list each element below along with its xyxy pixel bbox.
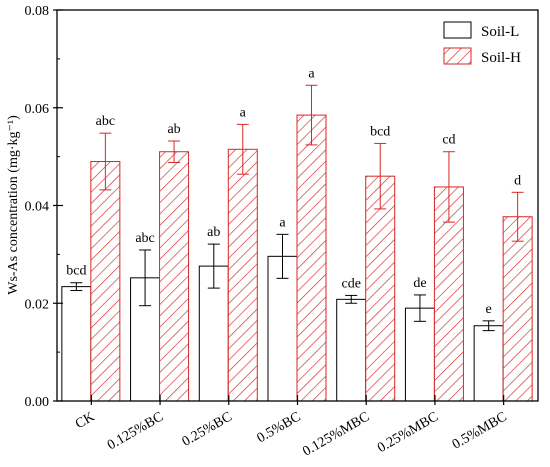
bar-soil-h-0-25-bc	[227, 148, 258, 402]
x-tick-label-0-5-bc: 0.5%BC	[255, 409, 304, 446]
significance-letter-soil-h-0-25-mbc: cd	[442, 133, 455, 148]
significance-letter-soil-l-0-5-bc: a	[279, 215, 286, 230]
y-axis-title: Ws-As concentration (mg·kg⁻¹)	[6, 115, 21, 295]
error-bar-soil-h-ck	[99, 132, 112, 191]
error-bar-soil-l-0-25-bc	[207, 243, 220, 289]
significance-letter-soil-l-0-125-mbc: cde	[341, 276, 360, 291]
error-bar-soil-l-0-125-mbc	[345, 294, 358, 304]
error-bar-soil-h-0-125-bc	[168, 140, 181, 163]
y-tick-label: 0.06	[25, 102, 50, 117]
bar-soil-h-ck	[90, 161, 121, 402]
significance-letter-soil-h-ck: abc	[96, 114, 115, 129]
error-bar-soil-l-0-125-bc	[139, 249, 152, 307]
y-tick-label: 0.04	[25, 200, 50, 215]
error-bar-soil-l-0-5-bc	[276, 233, 289, 279]
legend-swatch-soil-l	[443, 21, 472, 39]
bar-soil-h-0-5-bc	[296, 114, 327, 402]
y-tick-label: 0.02	[25, 297, 50, 312]
error-bar-soil-l-0-5-mbc	[482, 320, 495, 332]
significance-letter-soil-h-0-125-bc: ab	[167, 122, 180, 137]
error-bar-soil-l-ck	[70, 282, 83, 292]
error-bar-soil-h-0-5-mbc	[511, 191, 524, 242]
significance-letters-layer: bcd abc ab a cde de e abc ab a a bcd cd d	[66, 66, 521, 317]
x-tick-label-ck: CK	[73, 409, 97, 432]
x-tick-label-0-5-mbc: 0.5%MBC	[450, 409, 510, 452]
bar-soil-h-0-25-mbc	[433, 186, 464, 402]
x-tick-label-0-125-bc: 0.125%BC	[105, 409, 166, 453]
error-bar-soil-h-0-25-mbc	[442, 151, 455, 223]
significance-letter-soil-l-ck: bcd	[66, 264, 86, 279]
x-axis: CK 0.125%BC 0.25%BC 0.5%BC0.125%MBC 0.25%MBC…	[73, 395, 510, 460]
error-bar-soil-h-0-125-mbc	[374, 142, 387, 210]
bar-soil-l-0-25-mbc	[404, 307, 435, 402]
significance-letter-soil-h-0-125-mbc: bcd	[370, 124, 390, 139]
significance-letter-soil-h-0-5-mbc: d	[514, 173, 521, 188]
legend-swatch-soil-h	[443, 47, 472, 65]
bar-soil-h-0-125-mbc	[365, 175, 396, 402]
error-bar-soil-h-0-25-bc	[236, 123, 249, 175]
significance-letter-soil-l-0-5-mbc: e	[486, 302, 492, 317]
bars-layer	[61, 114, 533, 402]
significance-letter-soil-l-0-125-bc: abc	[135, 231, 154, 246]
x-tick-label-0-125-mbc: 0.125%MBC	[300, 409, 372, 459]
legend-label-soil-l: Soil-L	[481, 24, 519, 40]
error-bars-layer	[70, 84, 524, 332]
error-bar-soil-l-0-25-mbc	[413, 294, 426, 322]
significance-letter-soil-l-0-25-bc: ab	[207, 225, 220, 240]
bar-soil-l-0-5-mbc	[473, 325, 504, 402]
legend-label-soil-h: Soil-H	[481, 50, 521, 66]
significance-letter-soil-h-0-25-bc: a	[240, 105, 247, 120]
y-tick-label: 0.08	[25, 4, 50, 19]
bar-soil-h-0-5-mbc	[502, 216, 533, 402]
x-tick-label-0-25-bc: 0.25%BC	[180, 409, 235, 449]
x-tick-label-0-25-mbc: 0.25%MBC	[375, 409, 441, 456]
significance-letter-soil-h-0-5-bc: a	[308, 66, 315, 81]
y-tick-label: 0.00	[25, 395, 50, 410]
legend: Soil-L Soil-H	[443, 21, 521, 66]
bar-soil-h-0-125-bc	[159, 151, 190, 402]
bar-soil-l-0-125-mbc	[336, 298, 367, 402]
error-bar-soil-h-0-5-bc	[305, 84, 318, 146]
significance-letter-soil-l-0-25-mbc: de	[413, 276, 426, 291]
bar-soil-l-ck	[61, 286, 92, 402]
y-axis: 0.00 0.02 0.04 0.06 0.08	[25, 4, 63, 410]
